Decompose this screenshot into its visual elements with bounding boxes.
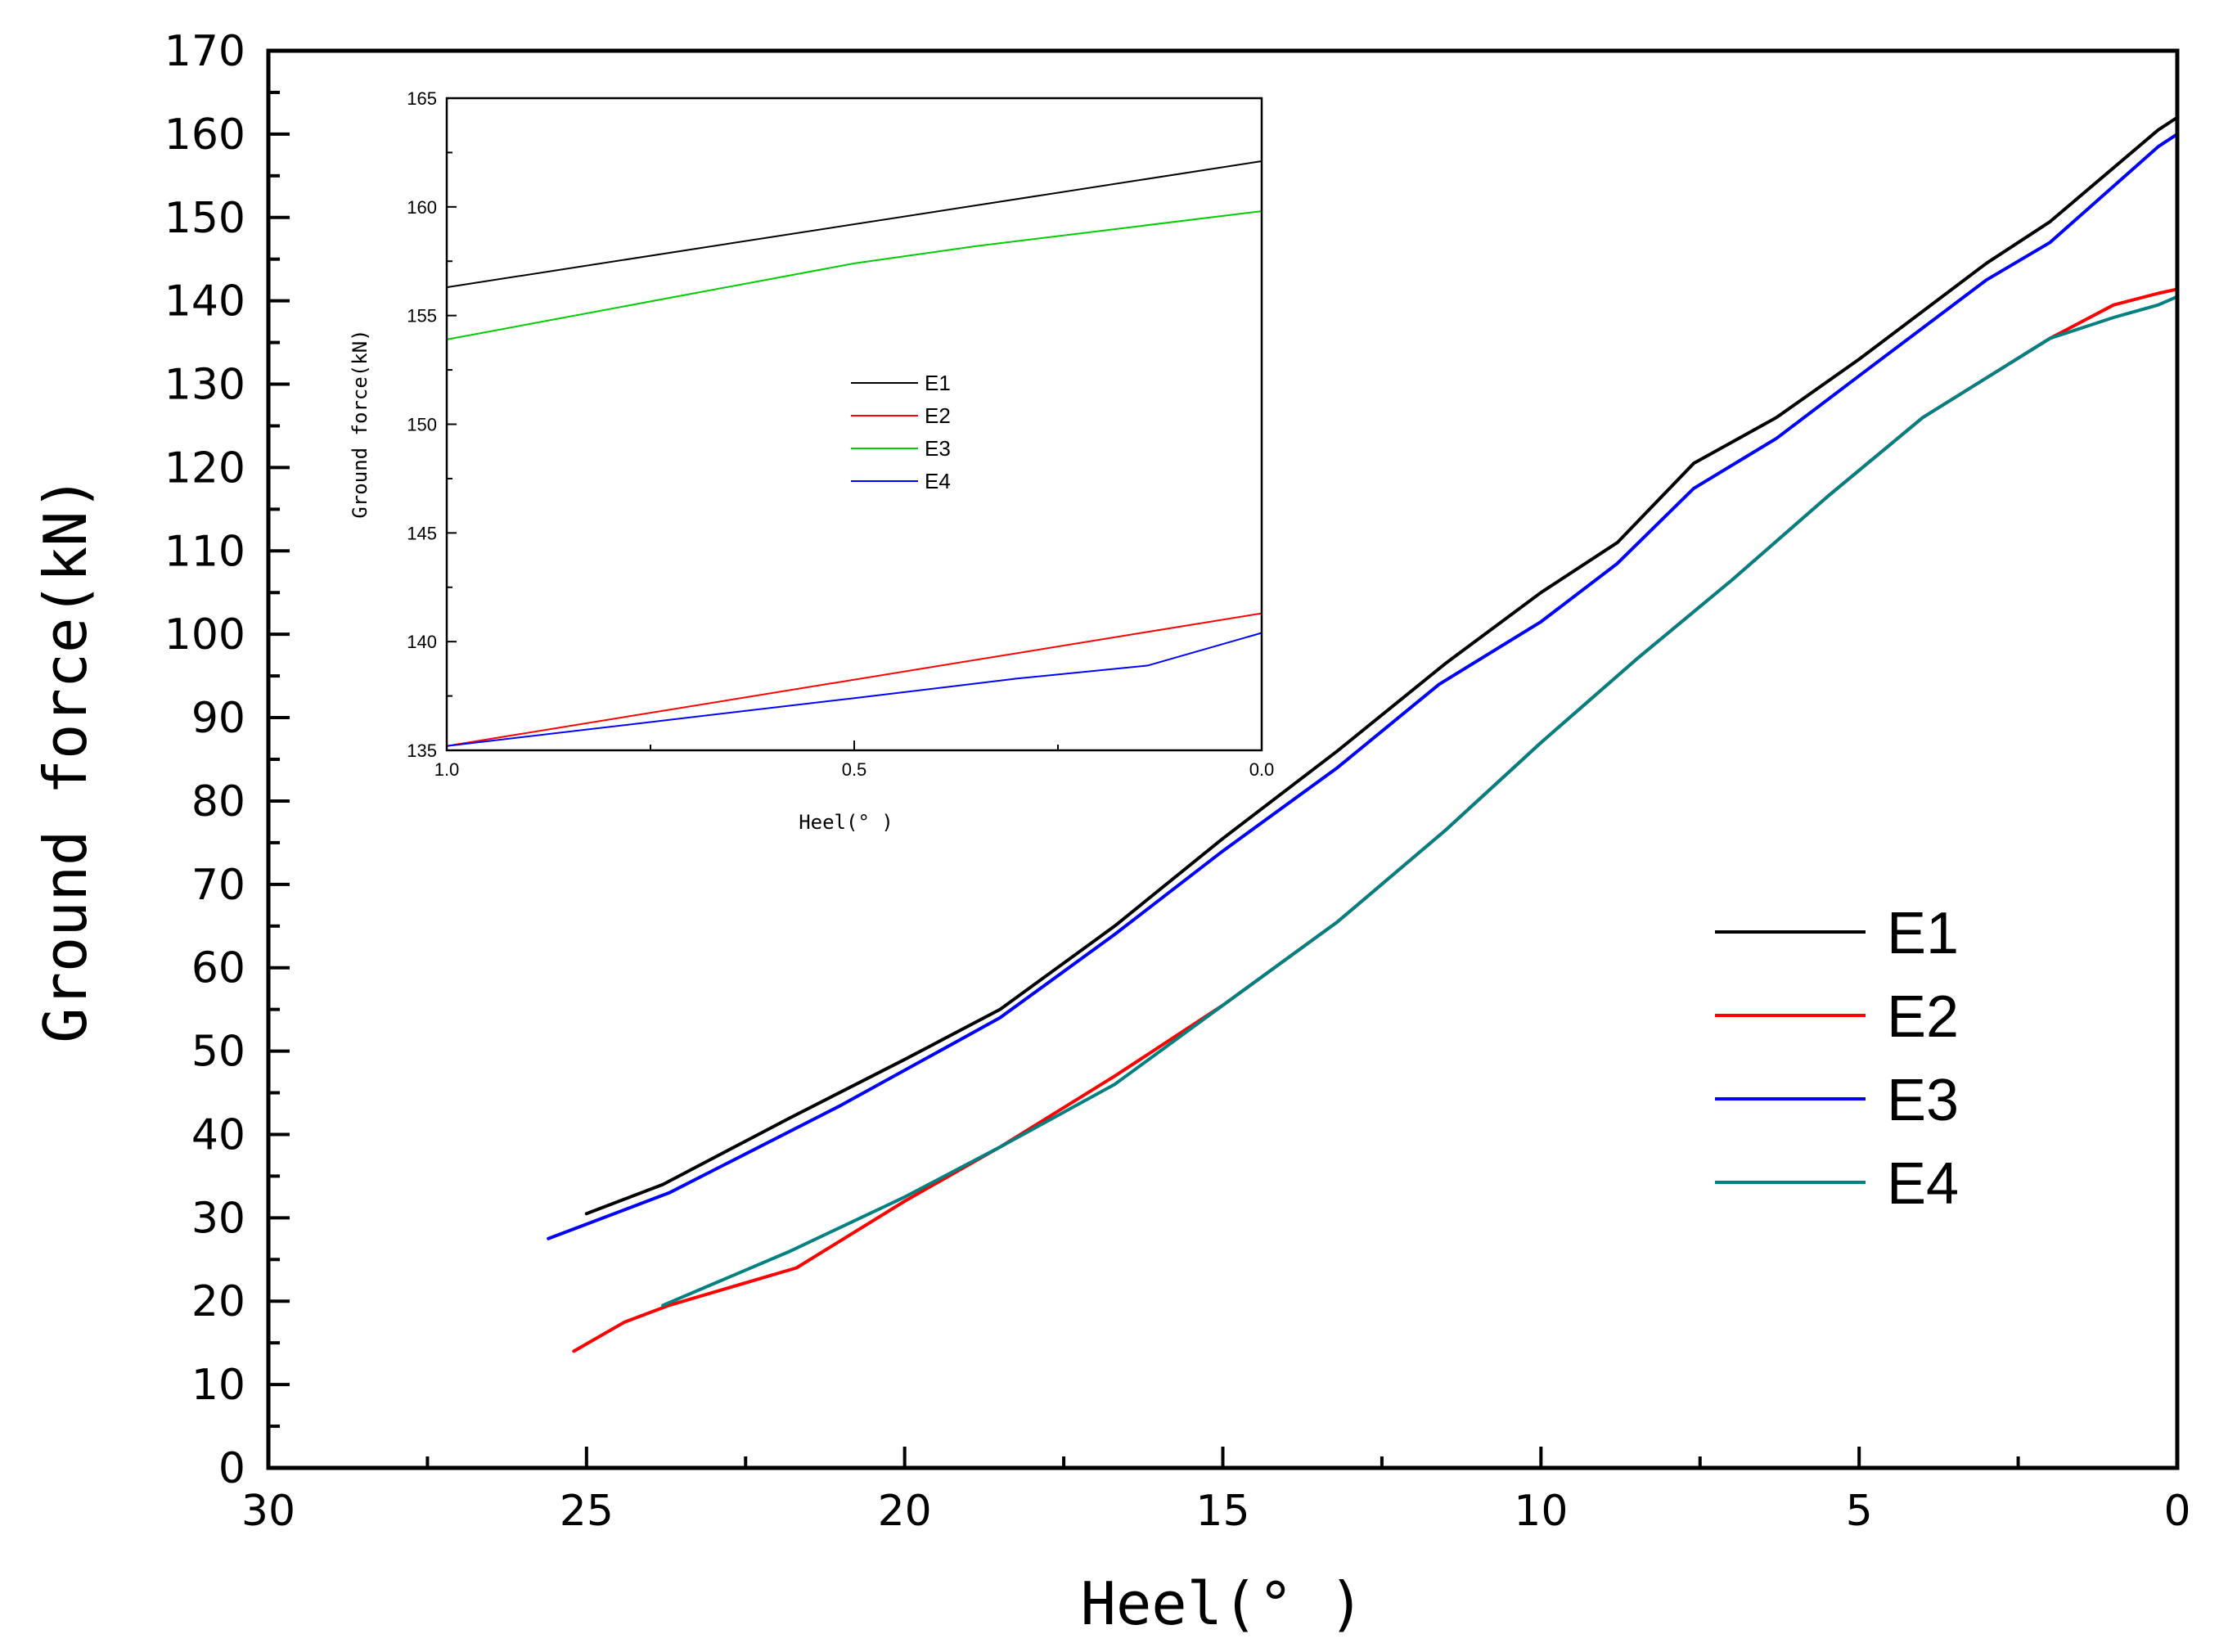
main-x-tick-label: 10 <box>1514 1487 1568 1536</box>
main-y-tick-label: 170 <box>164 27 245 76</box>
main-y-tick-label: 160 <box>164 110 245 160</box>
inset-legend-label-e3: E3 <box>925 436 951 461</box>
main-x-tick-label: 30 <box>241 1487 295 1536</box>
y-axis-title: Ground force(kN) <box>31 475 100 1043</box>
inset-y-axis: 135 140 145 150 155 160 165 <box>407 88 457 761</box>
main-y-tick-label: 100 <box>164 610 245 659</box>
inset-y-tick-label: 150 <box>407 415 437 435</box>
inset-series-line-e3 <box>446 210 1263 340</box>
main-legend: E1 E2 E3 E4 <box>1715 901 1959 1217</box>
inset-series-line-e2 <box>446 612 1263 747</box>
main-x-tick-label: 0 <box>2163 1487 2190 1536</box>
inset-plot: 1.0 0.5 0.0 135 140 145 150 155 160 165 Heel(° )… <box>349 88 1274 834</box>
main-y-tick-label: 130 <box>164 361 245 410</box>
main-y-tick-label: 40 <box>191 1110 245 1159</box>
main-legend-label-e4: E4 <box>1887 1151 1959 1217</box>
main-y-tick-label: 90 <box>191 694 245 743</box>
main-y-tick-label: 10 <box>191 1361 245 1410</box>
main-x-tick-label: 15 <box>1195 1487 1249 1536</box>
main-x-tick-label: 20 <box>878 1487 932 1536</box>
inset-x-axis: 1.0 0.5 0.0 <box>434 740 1275 780</box>
inset-y-tick-label: 145 <box>407 523 437 543</box>
main-x-axis: 30 25 20 15 10 5 0 <box>241 1447 2191 1536</box>
main-y-tick-label: 20 <box>191 1277 245 1326</box>
main-legend-label-e3: E3 <box>1887 1068 1959 1133</box>
inset-x-tick-label: 1.0 <box>434 759 460 780</box>
inset-x-axis-title: Heel(° ) <box>799 811 893 834</box>
main-y-tick-label: 60 <box>191 944 245 993</box>
main-y-tick-label: 0 <box>218 1444 245 1493</box>
inset-y-tick-label: 140 <box>407 632 437 652</box>
inset-legend: E1 E2 E3 E4 <box>851 371 951 493</box>
main-series-line-e4 <box>661 295 2179 1308</box>
main-y-tick-label: 80 <box>191 777 245 826</box>
inset-x-tick-label: 0.5 <box>842 759 867 780</box>
main-x-tick-label: 5 <box>1846 1487 1873 1536</box>
inset-legend-label-e1: E1 <box>925 371 951 395</box>
inset-y-axis-title: Ground force(kN) <box>349 329 371 518</box>
inset-x-tick-label: 0.0 <box>1249 759 1275 780</box>
inset-series-line-e4 <box>446 632 1263 747</box>
main-legend-label-e2: E2 <box>1887 984 1959 1050</box>
main-series-line-e3 <box>547 132 2179 1240</box>
main-y-tick-label: 110 <box>164 527 245 576</box>
main-y-tick-label: 120 <box>164 443 245 493</box>
main-y-tick-label: 150 <box>164 194 245 243</box>
main-y-tick-label: 140 <box>164 277 245 326</box>
main-y-axis: 0 10 20 30 40 50 60 70 80 90 100 110 120 130 140 150 160… <box>164 27 290 1493</box>
x-axis-title: Heel(° ) <box>1081 1569 1365 1638</box>
main-y-tick-label: 70 <box>191 861 245 910</box>
main-series-group <box>547 115 2179 1353</box>
main-plot: 30 25 20 15 10 5 0 010203040506070809010011012… <box>31 27 2191 1638</box>
main-y-tick-label: 50 <box>191 1028 245 1077</box>
main-x-tick-label: 25 <box>560 1487 614 1536</box>
inset-background <box>447 98 1262 750</box>
main-legend-label-e1: E1 <box>1887 901 1959 966</box>
inset-series-group <box>446 160 1263 747</box>
main-series-line-e1 <box>584 115 2179 1216</box>
inset-y-tick-label: 165 <box>407 88 437 109</box>
inset-y-tick-label: 135 <box>407 740 437 761</box>
inset-legend-label-e2: E2 <box>925 403 951 428</box>
inset-y-tick-label: 155 <box>407 306 437 326</box>
main-y-tick-label: 30 <box>191 1194 245 1243</box>
inset-series-line-e1 <box>446 160 1263 289</box>
inset-legend-label-e4: E4 <box>925 469 951 493</box>
inset-y-tick-label: 160 <box>407 197 437 218</box>
